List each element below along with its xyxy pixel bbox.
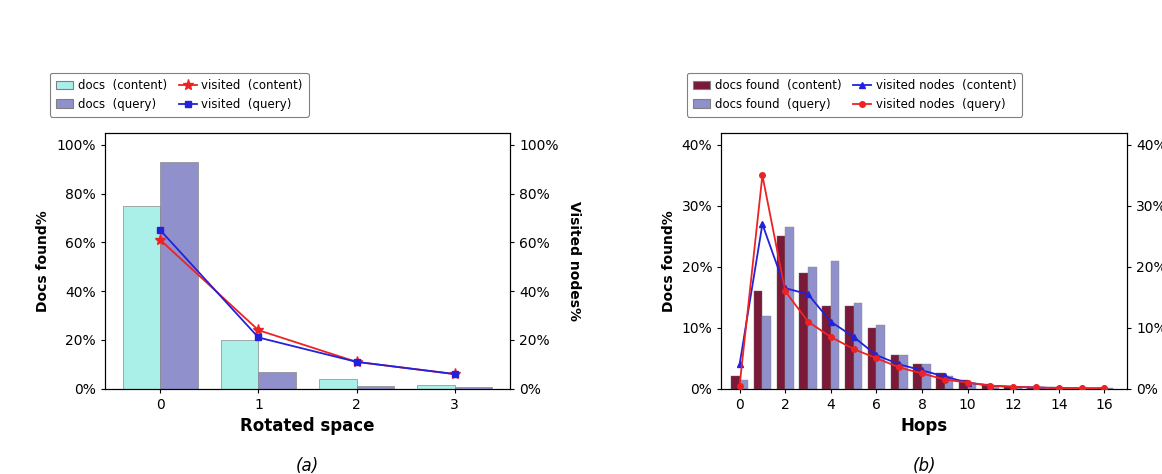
- Bar: [1073, 388, 1082, 389]
- Bar: [454, 387, 492, 389]
- Bar: [937, 374, 945, 389]
- Bar: [1004, 386, 1013, 389]
- Y-axis label: Docs found%: Docs found%: [36, 210, 50, 311]
- Bar: [831, 261, 839, 389]
- Bar: [799, 273, 808, 389]
- Bar: [921, 365, 931, 389]
- Text: (a): (a): [296, 456, 320, 474]
- Bar: [868, 328, 876, 389]
- Y-axis label: Docs found%: Docs found%: [662, 210, 676, 311]
- Bar: [258, 372, 295, 389]
- Bar: [990, 386, 999, 389]
- Bar: [968, 383, 976, 389]
- Bar: [786, 227, 794, 389]
- Text: (b): (b): [912, 456, 937, 474]
- Bar: [876, 325, 885, 389]
- Bar: [762, 316, 772, 389]
- Bar: [160, 162, 198, 389]
- Bar: [982, 384, 990, 389]
- Bar: [1037, 387, 1045, 389]
- Bar: [1059, 388, 1068, 389]
- Bar: [959, 380, 968, 389]
- X-axis label: Hops: Hops: [901, 417, 948, 435]
- Bar: [1096, 388, 1104, 389]
- Bar: [357, 386, 394, 389]
- Bar: [845, 306, 854, 389]
- Bar: [754, 291, 762, 389]
- Bar: [417, 385, 454, 389]
- Bar: [739, 380, 748, 389]
- Bar: [776, 237, 786, 389]
- Bar: [899, 355, 908, 389]
- Bar: [823, 306, 831, 389]
- Bar: [945, 376, 954, 389]
- Bar: [1027, 387, 1037, 389]
- X-axis label: Rotated space: Rotated space: [241, 417, 374, 435]
- Bar: [731, 376, 739, 389]
- Bar: [854, 303, 862, 389]
- Bar: [808, 267, 817, 389]
- Bar: [221, 340, 258, 389]
- Legend: docs  (content), docs  (query), visited  (content), visited  (query): docs (content), docs (query), visited (c…: [50, 73, 309, 117]
- Bar: [320, 379, 357, 389]
- Bar: [1013, 387, 1021, 389]
- Bar: [1050, 387, 1059, 389]
- Bar: [890, 355, 899, 389]
- Bar: [123, 206, 160, 389]
- Legend: docs found  (content), docs found  (query), visited nodes  (content), visited no: docs found (content), docs found (query)…: [687, 73, 1023, 117]
- Y-axis label: Visited nodes%: Visited nodes%: [567, 201, 581, 321]
- Bar: [913, 365, 921, 389]
